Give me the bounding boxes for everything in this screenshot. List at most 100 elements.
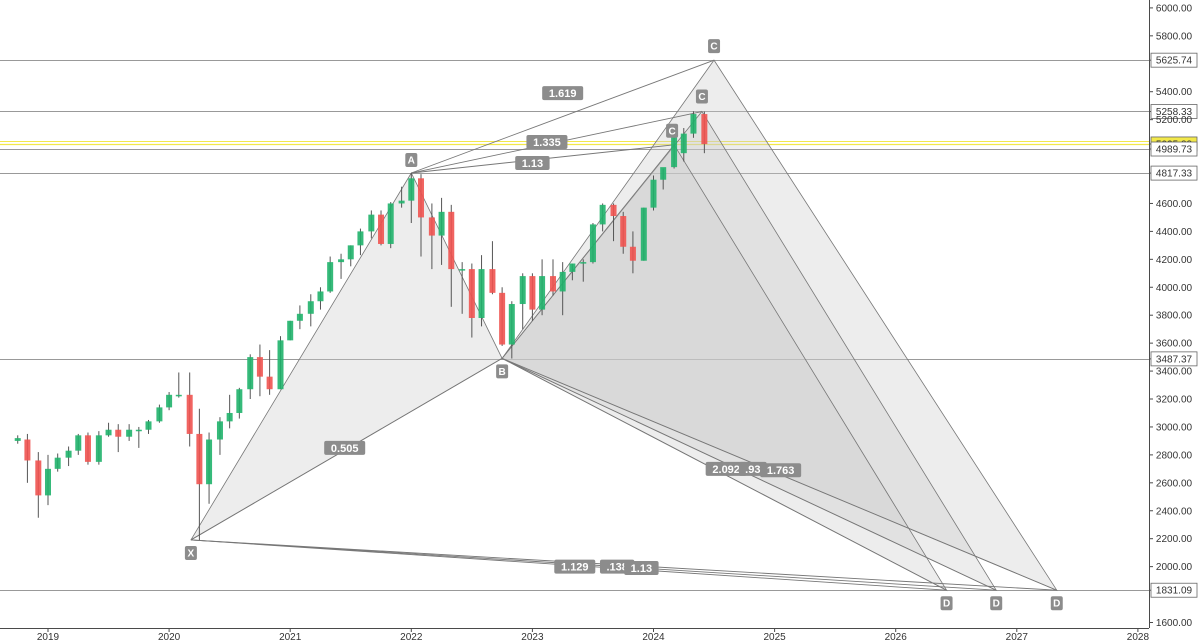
- candle-body: [499, 292, 506, 345]
- pattern-labels: X A B C C C D D D 1.619 1.335 1.13 0.505 2.092 .93 1.76…: [184, 39, 1063, 611]
- y-tick-label: 2400.00: [1156, 506, 1193, 517]
- candle-body: [14, 438, 21, 441]
- x-tick-label: 2023: [521, 632, 544, 643]
- x-tick-label: 2027: [1006, 632, 1029, 643]
- pattern-point-badge: [708, 39, 721, 54]
- candle-body: [196, 433, 203, 485]
- candle-body: [45, 468, 51, 496]
- y-tick-label: 5400.00: [1156, 87, 1193, 98]
- ratio-label: 1.13: [624, 561, 659, 576]
- pattern-point-label: C: [710, 42, 717, 53]
- pattern-point-c: C: [695, 89, 708, 104]
- ratio-badge: [542, 86, 584, 101]
- ratio-label: 2.092: [705, 461, 747, 476]
- x-tick-label: 2021: [279, 632, 302, 643]
- pattern-point-label: D: [943, 599, 950, 610]
- ratio-text: 0.505: [331, 443, 359, 455]
- candle-body: [135, 429, 142, 432]
- candle-body: [368, 214, 375, 232]
- candle-body: [126, 429, 133, 437]
- ratio-text: .93: [745, 464, 760, 476]
- y-tick-label: 4817.33: [1156, 169, 1193, 180]
- xab-triangle: [190, 172, 503, 541]
- x-tick-label: 2022: [400, 632, 423, 643]
- ratio-text: 1.13: [522, 158, 543, 170]
- candle-body: [186, 394, 193, 434]
- x-tick-label: 2026: [885, 632, 908, 643]
- candle-body: [408, 178, 415, 201]
- candle-body: [417, 178, 424, 218]
- candle-body: [145, 421, 152, 430]
- ratio-label: 1.129: [554, 559, 596, 574]
- ratio-badge: [624, 561, 659, 576]
- candle-body: [256, 357, 263, 377]
- ratio-label: 1.13: [515, 155, 550, 170]
- pattern-point-label: X: [188, 548, 195, 559]
- candle-body: [559, 271, 566, 292]
- pattern-point-label: D: [993, 599, 1000, 610]
- candle-body: [105, 429, 112, 436]
- pattern-point-badge: [940, 596, 953, 611]
- pattern-point-c: C: [666, 123, 679, 138]
- candle-body: [35, 460, 42, 496]
- ratio-label: 1.335: [526, 134, 568, 149]
- candle-body: [115, 429, 122, 437]
- y-tick-label: 4600.00: [1156, 199, 1193, 210]
- y-tick-label: 1600.00: [1156, 618, 1193, 629]
- y-axis-ticks: 6000.00 5800.00 5625.74 5400.00 5258.335200.…: [1149, 3, 1198, 629]
- candle-body: [671, 133, 678, 168]
- ratio-label: 1.619: [542, 86, 584, 101]
- candle-body: [640, 207, 647, 261]
- ratio-badge: [760, 463, 802, 478]
- ratio-badge: [705, 461, 747, 476]
- candle-body: [206, 439, 213, 485]
- ratio-text: .138: [606, 562, 627, 574]
- ratio-label: 1.763: [760, 463, 802, 478]
- y-tick-label: 1831.09: [1156, 586, 1193, 597]
- candle-body: [539, 276, 546, 310]
- candle-body: [277, 340, 284, 390]
- y-tick-label: 5258.33: [1156, 107, 1193, 118]
- pattern-point-label: D: [1053, 599, 1060, 610]
- pattern-point-d: D: [990, 596, 1003, 611]
- pattern-point-label: A: [408, 156, 415, 167]
- candle-body: [549, 276, 556, 292]
- y-tick-label: 2600.00: [1156, 478, 1193, 489]
- horizontal-levels: [0, 60, 1149, 591]
- y-tick-label: 5625.74: [1156, 56, 1193, 67]
- candle-body: [398, 200, 405, 204]
- ratio-badge: [738, 461, 767, 476]
- candle-body: [156, 407, 163, 422]
- y-tick-label: 2200.00: [1156, 534, 1193, 545]
- pattern-point-label: B: [499, 367, 506, 378]
- candle-body: [569, 263, 576, 272]
- candle-body: [226, 412, 233, 422]
- candle-body: [508, 304, 515, 345]
- pattern-point-c: C: [708, 39, 721, 54]
- ratio-text: 1.13: [631, 563, 652, 575]
- candle-body: [338, 259, 345, 263]
- y-tick-label: 5200.00: [1156, 115, 1193, 126]
- pattern-point-badge: [496, 364, 509, 379]
- candle-body: [95, 435, 102, 462]
- candle-body: [266, 376, 273, 390]
- y-tick-label: 3200.00: [1156, 395, 1193, 406]
- candle-body: [629, 246, 636, 261]
- candle-body: [529, 276, 536, 310]
- y-tick-label: 3800.00: [1156, 311, 1193, 322]
- candle-body: [459, 269, 466, 271]
- candle-body: [287, 320, 294, 341]
- axes: [0, 0, 1150, 629]
- candle-body: [216, 421, 223, 440]
- candle-body: [489, 269, 496, 293]
- y-level-box: [1150, 351, 1198, 367]
- candle-body: [680, 133, 687, 154]
- y-tick-label: 3600.00: [1156, 339, 1193, 350]
- y-tick-label: 4400.00: [1156, 227, 1193, 238]
- candle-body: [690, 114, 697, 134]
- candle-body: [65, 450, 72, 458]
- y-tick-label: 3400.00: [1156, 367, 1193, 378]
- ratio-text: 1.619: [549, 88, 577, 100]
- ratio-badge: [526, 134, 568, 149]
